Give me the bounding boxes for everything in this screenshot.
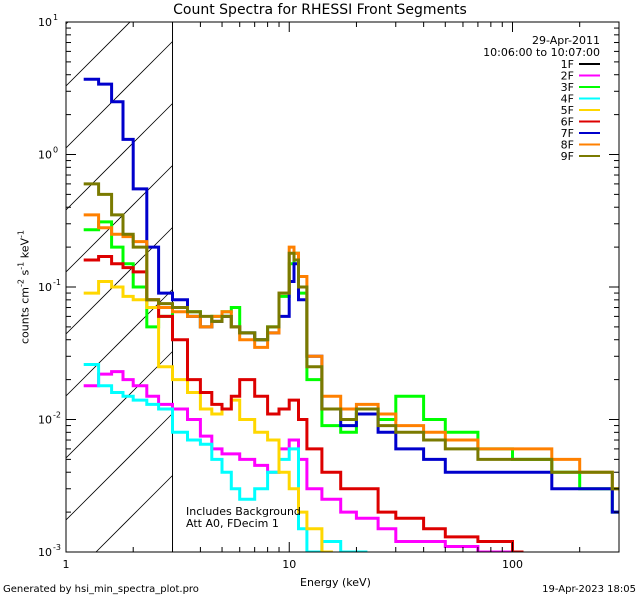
hatch-line [66,41,173,149]
legend-label: 3F [561,81,574,94]
hatch-line [66,227,173,335]
y-tick-base: 10 [38,281,52,294]
series-3f [83,220,619,514]
series-2f [83,370,524,552]
y-label-part: keV [18,237,32,262]
x-axis-label: Energy (keV) [300,576,371,589]
series-5f [83,280,333,552]
x-tick-label: 1 [63,558,70,571]
y-label-exp: -1 [16,230,26,238]
annotation-background: Includes Background [186,505,301,518]
legend-label: 1F [561,58,574,71]
series-9f [83,182,619,491]
legend-label: 4F [561,93,574,106]
y-tick-label: 10 [38,546,52,559]
hatch-line [66,413,173,521]
series-4f [83,363,368,552]
x-tick-label: 100 [502,558,523,571]
hatch-line [66,351,173,459]
y-tick-label: 10 [38,16,52,29]
legend-label: 5F [561,104,574,117]
y-label-exp: -1 [16,261,26,270]
y-tick-base: 10 [38,546,52,559]
y-axis-label: counts cm-2 s-1 keV-1 [17,230,32,344]
y-tick-exponent: -2 [53,411,61,420]
y-tick-label: 10 [38,281,52,294]
legend-label: 2F [561,70,574,83]
series-layer [83,77,619,552]
y-tick-base: 10 [38,16,52,29]
x-tick-label: 10 [282,558,296,571]
y-tick-exponent: 1 [53,13,58,22]
legend-label: 8F [561,139,574,152]
date-label: 29-Apr-2011 [531,34,600,47]
y-label-part: counts cm [18,286,32,344]
y-tick-exponent: 0 [53,146,58,155]
y-tick-base: 10 [38,149,52,162]
annotation-attenuator: Att A0, FDecim 1 [186,517,279,530]
y-tick-label: 10 [38,414,52,427]
time-range-label: 10:06:00 to 10:07:00 [483,46,600,59]
footer-generated: Generated by hsi_min_spectra_plot.pro [3,584,199,595]
hatch-line [95,475,173,552]
y-label-part: s [18,269,32,279]
footer-timestamp: 19-Apr-2023 18:05 [542,584,636,595]
legend-label: 7F [561,127,574,140]
y-tick-exponent: -1 [53,278,61,287]
y-tick-exponent: -3 [53,543,61,552]
legend-label: 9F [561,150,574,163]
hatch-line [66,103,173,211]
legend-label: 6F [561,116,574,129]
hatch-line [66,22,131,87]
y-tick-base: 10 [38,414,52,427]
y-label-exp: -2 [16,278,26,287]
hatch-line [66,165,173,273]
chart-title: Count Spectra for RHESSI Front Segments [173,2,467,18]
y-tick-label: 10 [38,149,52,162]
